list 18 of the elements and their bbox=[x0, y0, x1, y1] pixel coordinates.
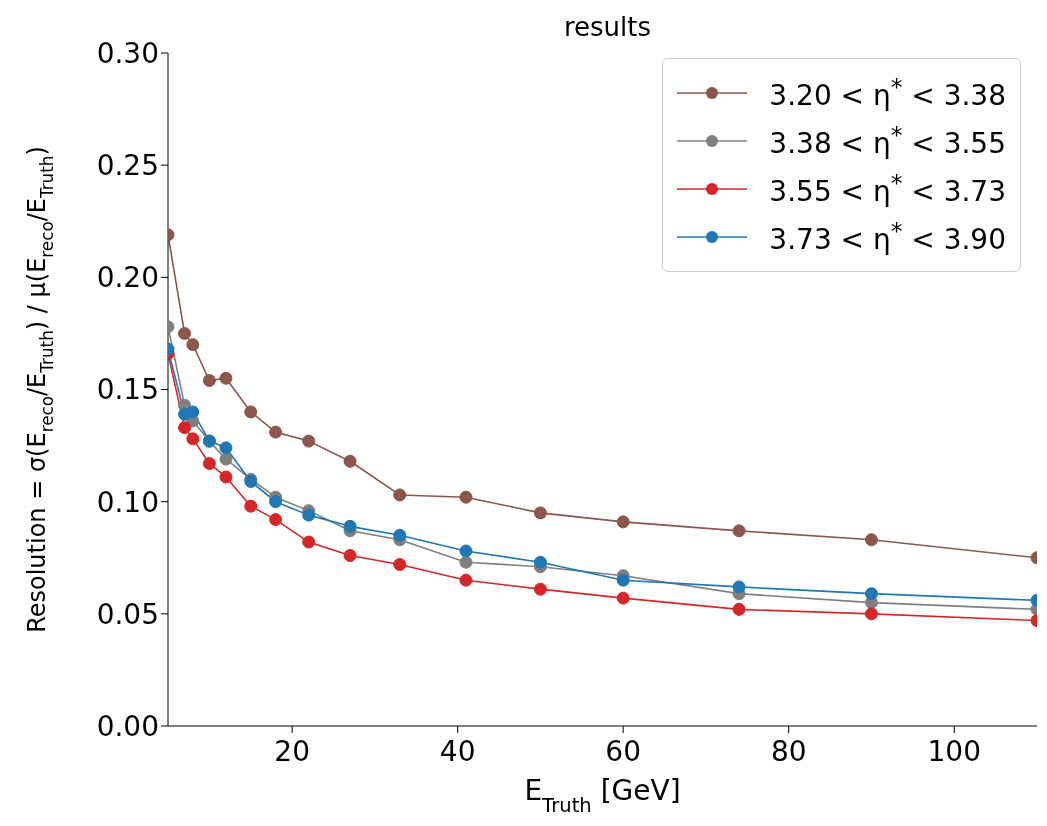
legend-label: 3.73 < η$^{*}$ < 3.90 bbox=[769, 217, 1006, 257]
x-axis-title: E$_{Truth}$ [GeV] bbox=[524, 774, 681, 817]
y-tick-label: 0.30 bbox=[96, 36, 159, 70]
legend-label: 3.20 < η$^{*}$ < 3.38 bbox=[769, 73, 1006, 113]
y-tick-label: 0.05 bbox=[96, 597, 159, 631]
y-tick-label: 0.10 bbox=[96, 485, 159, 519]
y-tick-label: 0.15 bbox=[96, 373, 159, 407]
x-tick-label: 40 bbox=[439, 734, 476, 768]
x-tick-label: 100 bbox=[927, 734, 981, 768]
legend-label: 3.55 < η$^{*}$ < 3.73 bbox=[769, 169, 1006, 209]
y-tick-label: 0.25 bbox=[96, 149, 159, 183]
x-tick-label: 80 bbox=[770, 734, 807, 768]
chart-title: results bbox=[562, 12, 653, 42]
legend-label: 3.38 < η$^{*}$ < 3.55 bbox=[769, 121, 1006, 161]
y-tick-label: 0.20 bbox=[96, 261, 159, 295]
x-tick-label: 20 bbox=[274, 734, 310, 768]
y-tick-label: 0.00 bbox=[96, 709, 159, 743]
x-tick-label: 60 bbox=[605, 734, 642, 768]
